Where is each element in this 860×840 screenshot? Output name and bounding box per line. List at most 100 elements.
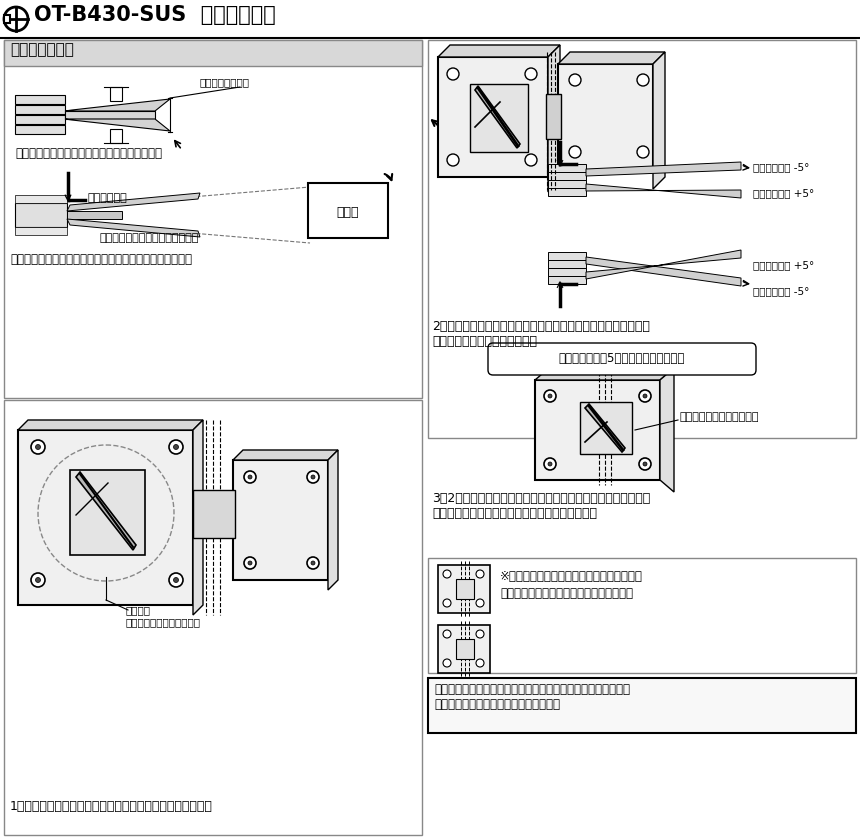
Circle shape [311,561,315,565]
Text: 戸先の調整方法: 戸先の調整方法 [10,42,74,57]
Circle shape [35,578,40,582]
Text: ガラスを吊り込んだまま作業できます。: ガラスを吊り込んだまま作業できます。 [500,587,633,600]
Polygon shape [548,45,560,192]
FancyBboxPatch shape [193,490,235,538]
Circle shape [443,599,451,607]
Text: 戸当り側へ調整を行って下さい。: 戸当り側へ調整を行って下さい。 [100,233,200,243]
Text: 片側に最大で約5度の調整が出来ます。: 片側に最大で約5度の調整が出来ます。 [559,352,685,365]
Circle shape [311,475,315,479]
FancyBboxPatch shape [15,105,65,114]
Text: 出荷時の戸先設定: 出荷時の戸先設定 [200,77,250,87]
Circle shape [525,154,537,166]
FancyBboxPatch shape [110,87,122,101]
Circle shape [447,154,459,166]
Circle shape [443,659,451,667]
FancyBboxPatch shape [438,625,490,673]
Circle shape [443,570,451,578]
Circle shape [476,659,484,667]
FancyBboxPatch shape [548,164,586,172]
Polygon shape [660,368,674,492]
Circle shape [443,630,451,638]
FancyBboxPatch shape [558,64,653,172]
Polygon shape [653,52,665,189]
FancyBboxPatch shape [65,111,155,119]
FancyBboxPatch shape [580,402,632,454]
Circle shape [569,146,581,158]
Circle shape [639,458,651,470]
Text: 戸当り: 戸当り [337,206,359,219]
Text: 注意：止めネジが緩んだ状態で扉を開閉すると激しい金属音が
鳴りますので、強く締め込んで下さい。: 注意：止めネジが緩んだ状態で扉を開閉すると激しい金属音が 鳴りますので、強く締め… [434,683,630,711]
Polygon shape [4,15,10,23]
Circle shape [476,630,484,638]
Bar [4,40,422,66]
Text: 2．扉角度を「引き寄せる側」のヒンジの止めネジを六角レンチ
（小）で締め角度を調整する。: 2．扉角度を「引き寄せる側」のヒンジの止めネジを六角レンチ （小）で締め角度を調… [432,320,650,348]
FancyBboxPatch shape [15,125,65,134]
FancyBboxPatch shape [438,565,490,613]
Text: 引き寄せる側: 引き寄せる側 [88,193,128,203]
Circle shape [174,578,179,582]
Text: 止めネジは強く締め込む。: 止めネジは強く締め込む。 [680,412,759,422]
Text: OT-B430-SUS  戸先調整方法: OT-B430-SUS 戸先調整方法 [34,5,276,25]
FancyBboxPatch shape [67,211,122,219]
FancyBboxPatch shape [15,203,67,227]
Polygon shape [586,184,741,198]
Circle shape [169,440,183,454]
Text: 引き寄せる側 -5°: 引き寄せる側 -5° [753,286,809,296]
Polygon shape [586,250,741,279]
FancyBboxPatch shape [548,276,586,284]
Circle shape [643,394,647,398]
FancyBboxPatch shape [535,380,660,480]
FancyBboxPatch shape [233,460,328,580]
FancyBboxPatch shape [18,430,193,605]
Polygon shape [475,86,520,148]
Polygon shape [558,52,665,64]
Polygon shape [193,420,203,615]
Circle shape [174,444,179,449]
FancyBboxPatch shape [428,558,856,673]
FancyBboxPatch shape [548,188,586,196]
Polygon shape [586,162,741,176]
FancyBboxPatch shape [15,227,67,235]
Circle shape [447,68,459,80]
FancyBboxPatch shape [428,40,856,438]
FancyBboxPatch shape [15,95,65,104]
Text: 出荷時、羽根は六角穴ビス側に傾いています。: 出荷時、羽根は六角穴ビス側に傾いています。 [15,147,162,160]
Circle shape [244,557,256,569]
FancyBboxPatch shape [308,183,388,238]
Text: 片開きの戸当りに傾けるよう戸先の調整を行って下さい。: 片開きの戸当りに傾けるよう戸先の調整を行って下さい。 [10,253,192,266]
Polygon shape [328,450,338,590]
Polygon shape [233,450,338,460]
Circle shape [248,561,252,565]
FancyBboxPatch shape [15,115,65,124]
Text: 押し広げる側 +5°: 押し広げる側 +5° [753,260,814,270]
Circle shape [637,146,649,158]
FancyBboxPatch shape [15,195,67,203]
Circle shape [31,573,45,587]
Circle shape [31,440,45,454]
Circle shape [525,68,537,80]
FancyBboxPatch shape [428,678,856,733]
FancyBboxPatch shape [546,94,561,139]
FancyBboxPatch shape [4,40,422,398]
Circle shape [248,475,252,479]
FancyBboxPatch shape [548,260,586,268]
Text: 1．ヒンジ両面の止めネジを、六角レンチ（小）で緩める。: 1．ヒンジ両面の止めネジを、六角レンチ（小）で緩める。 [10,800,213,813]
Polygon shape [65,99,170,111]
Circle shape [639,390,651,402]
Circle shape [307,557,319,569]
Text: 裏側の止めネジも緩める。: 裏側の止めネジも緩める。 [126,617,201,627]
Circle shape [169,573,183,587]
Circle shape [544,390,556,402]
Polygon shape [67,193,200,211]
Polygon shape [585,404,625,452]
Circle shape [548,394,552,398]
FancyBboxPatch shape [70,470,145,555]
FancyBboxPatch shape [438,57,548,177]
Circle shape [244,471,256,483]
Polygon shape [67,219,200,237]
FancyBboxPatch shape [548,172,586,180]
Circle shape [476,599,484,607]
Text: 3．2で調整した止めネジの反対側の「押し広げる側」のヒンジ
の止めネジを六角レンチ（小）で締め固定する。: 3．2で調整した止めネジの反対側の「押し広げる側」のヒンジ の止めネジを六角レン… [432,492,650,520]
Circle shape [643,462,647,466]
FancyBboxPatch shape [456,579,474,599]
